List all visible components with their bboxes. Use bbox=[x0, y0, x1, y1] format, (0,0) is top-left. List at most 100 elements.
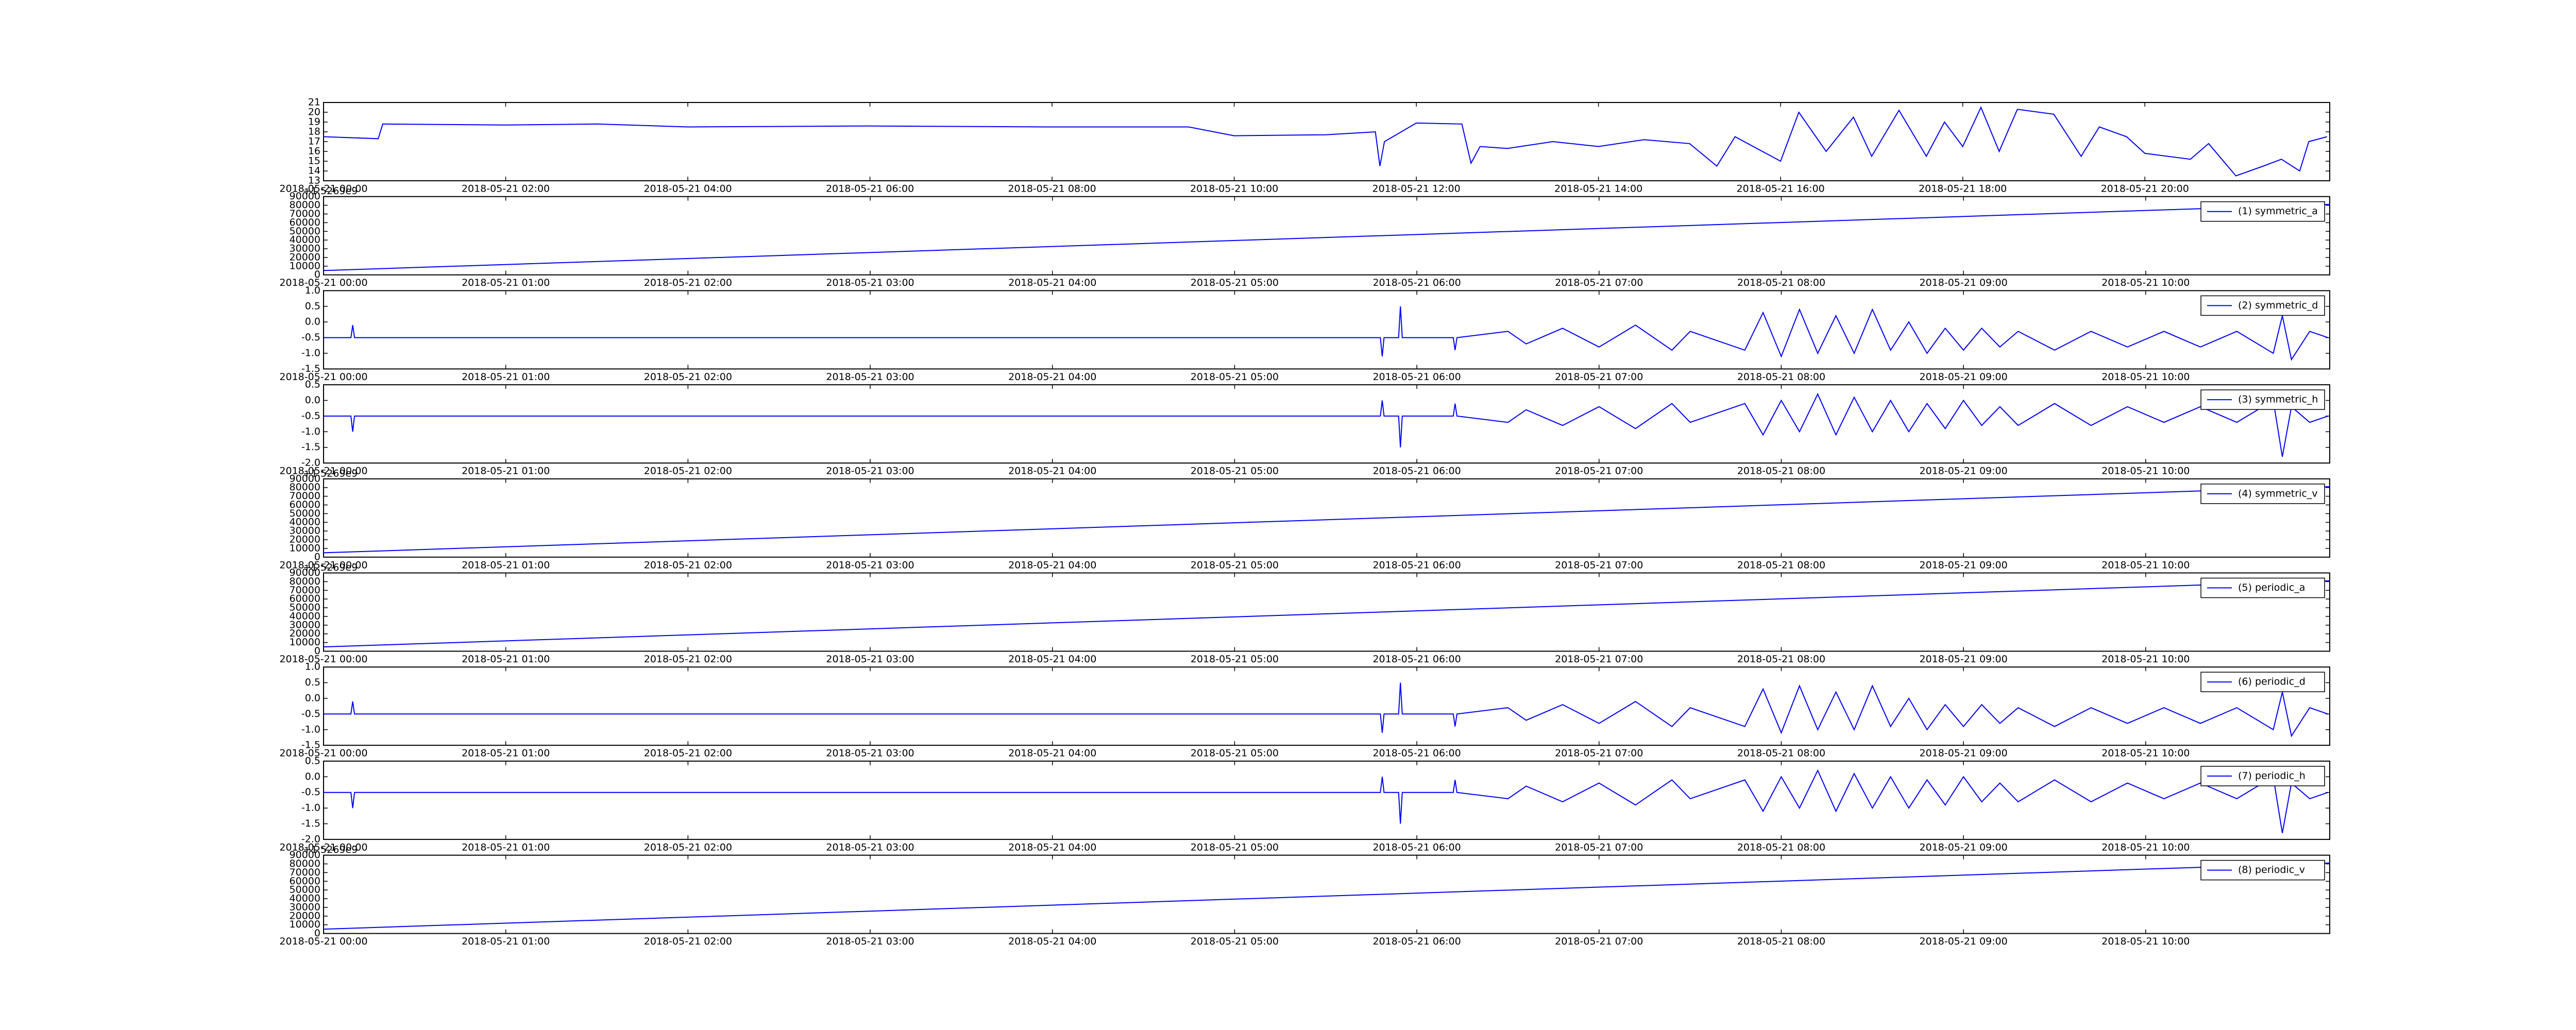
x-tick-label: 2018-05-21 05:00 bbox=[1191, 277, 1279, 288]
y-tick-label: 90000 bbox=[290, 191, 320, 202]
x-tick-label: 2018-05-21 02:00 bbox=[462, 183, 550, 195]
x-tick-label: 2018-05-21 01:00 bbox=[462, 654, 550, 665]
x-tick-label: 2018-05-21 00:00 bbox=[279, 371, 367, 383]
y-tick-label: 1.0 bbox=[305, 661, 320, 673]
y-tick-label: 0 bbox=[314, 928, 320, 939]
offset-text: +1.5269e9 bbox=[303, 468, 358, 479]
x-tick-label: 2018-05-21 07:00 bbox=[1555, 559, 1643, 571]
x-tick-label: 2018-05-21 05:00 bbox=[1191, 748, 1279, 759]
x-tick-label: 2018-05-21 08:00 bbox=[1737, 277, 1825, 288]
y-tick-label: 50000 bbox=[290, 226, 320, 237]
x-tick-label: 2018-05-21 00:00 bbox=[279, 183, 367, 195]
x-tick-label: 2018-05-21 02:00 bbox=[644, 936, 732, 947]
y-tick-label: 80000 bbox=[290, 858, 320, 869]
x-tick-label: 2018-05-21 09:00 bbox=[1919, 559, 2007, 571]
x-tick-label: 2018-05-21 06:00 bbox=[1372, 466, 1461, 477]
x-tick-label: 2018-05-21 06:00 bbox=[1372, 559, 1461, 571]
y-tick-label: 15 bbox=[308, 156, 320, 167]
x-tick-label: 2018-05-21 10:00 bbox=[2102, 936, 2190, 947]
y-tick-label: 40000 bbox=[290, 234, 320, 246]
y-tick-label: 40000 bbox=[290, 517, 320, 528]
x-tick-label: 2018-05-21 02:00 bbox=[644, 371, 732, 383]
x-tick-label: 2018-05-21 06:00 bbox=[1372, 277, 1461, 288]
x-tick-label: 2018-05-21 08:00 bbox=[1737, 654, 1825, 665]
y-tick-label: 0 bbox=[314, 645, 320, 657]
y-tick-label: 1.0 bbox=[305, 285, 320, 296]
x-tick-label: 2018-05-21 07:00 bbox=[1555, 277, 1643, 288]
y-tick-label: -1.0 bbox=[301, 348, 320, 359]
y-tick-label: 19 bbox=[308, 116, 320, 128]
plot-frame bbox=[323, 572, 2330, 652]
series-line bbox=[323, 203, 2330, 271]
x-tick-label: 2018-05-21 02:00 bbox=[644, 277, 732, 288]
y-tick-label: 0.0 bbox=[305, 771, 320, 782]
x-tick-label: 2018-05-21 06:00 bbox=[1372, 748, 1461, 759]
x-tick-label: 2018-05-21 00:00 bbox=[279, 654, 367, 665]
x-tick-label: 2018-05-21 10:00 bbox=[1190, 183, 1278, 195]
x-tick-label: 2018-05-21 16:00 bbox=[1737, 183, 1825, 195]
y-tick-label: 20 bbox=[308, 107, 320, 118]
x-tick-label: 2018-05-21 02:00 bbox=[644, 654, 732, 665]
y-tick-label: -1.5 bbox=[301, 818, 320, 829]
plot-frame bbox=[323, 102, 2330, 181]
x-tick-label: 2018-05-21 05:00 bbox=[1191, 654, 1279, 665]
y-tick-label: 60000 bbox=[290, 217, 320, 228]
legend-label: (4) symmetric_v bbox=[2238, 488, 2318, 499]
x-tick-label: 2018-05-21 10:00 bbox=[2102, 277, 2190, 288]
x-tick-label: 2018-05-21 00:00 bbox=[279, 748, 367, 759]
x-tick-label: 2018-05-21 09:00 bbox=[1919, 842, 2007, 853]
x-tick-label: 2018-05-21 08:00 bbox=[1737, 371, 1825, 383]
x-tick-label: 2018-05-21 05:00 bbox=[1191, 559, 1279, 571]
x-tick-label: 2018-05-21 01:00 bbox=[462, 277, 550, 288]
y-tick-label: 17 bbox=[308, 136, 320, 147]
y-tick-label: 60000 bbox=[290, 499, 320, 510]
legend-label: (7) periodic_h bbox=[2238, 770, 2306, 781]
y-tick-label: -2.0 bbox=[301, 833, 320, 845]
plot-frame bbox=[323, 760, 2330, 840]
y-tick-label: 0.0 bbox=[305, 394, 320, 406]
legend-label: (1) symmetric_a bbox=[2238, 205, 2318, 217]
plot-frame bbox=[323, 666, 2330, 746]
y-tick-label: -2.0 bbox=[301, 457, 320, 469]
x-tick-label: 2018-05-21 07:00 bbox=[1555, 748, 1643, 759]
x-tick-label: 2018-05-21 03:00 bbox=[826, 277, 914, 288]
plot-frame bbox=[323, 478, 2330, 558]
y-tick-label: -1.5 bbox=[301, 363, 320, 374]
x-tick-label: 2018-05-21 10:00 bbox=[2102, 559, 2190, 571]
y-tick-label: 10000 bbox=[290, 919, 320, 930]
x-tick-label: 2018-05-21 05:00 bbox=[1191, 371, 1279, 383]
x-tick-label: 2018-05-21 04:00 bbox=[1008, 654, 1096, 665]
y-tick-label: 14 bbox=[308, 165, 320, 177]
x-tick-label: 2018-05-21 05:00 bbox=[1191, 936, 1279, 947]
x-tick-label: 2018-05-21 06:00 bbox=[1372, 371, 1461, 383]
y-tick-label: 13 bbox=[308, 175, 320, 186]
x-tick-label: 2018-05-21 09:00 bbox=[1919, 277, 2007, 288]
x-tick-label: 2018-05-21 06:00 bbox=[1372, 936, 1461, 947]
x-tick-label: 2018-05-21 04:00 bbox=[1008, 936, 1096, 947]
x-tick-label: 2018-05-21 04:00 bbox=[1008, 748, 1096, 759]
x-tick-label: 2018-05-21 20:00 bbox=[2101, 183, 2189, 195]
y-tick-label: 40000 bbox=[290, 893, 320, 904]
x-tick-label: 2018-05-21 09:00 bbox=[1919, 466, 2007, 477]
x-tick-label: 2018-05-21 02:00 bbox=[644, 466, 732, 477]
y-tick-label: 0.5 bbox=[305, 300, 320, 312]
y-tick-label: 70000 bbox=[290, 490, 320, 502]
offset-text: +1.5269e9 bbox=[303, 844, 358, 855]
y-tick-label: 90000 bbox=[290, 567, 320, 578]
x-tick-label: 2018-05-21 12:00 bbox=[1372, 183, 1460, 195]
y-tick-label: 10000 bbox=[290, 542, 320, 554]
x-tick-label: 2018-05-21 07:00 bbox=[1555, 842, 1643, 853]
y-tick-label: 90000 bbox=[290, 849, 320, 861]
y-tick-label: -1.0 bbox=[301, 802, 320, 814]
x-tick-label: 2018-05-21 10:00 bbox=[2102, 654, 2190, 665]
y-tick-label: 50000 bbox=[290, 884, 320, 896]
y-tick-label: 30000 bbox=[290, 243, 320, 254]
y-tick-label: 0.5 bbox=[305, 755, 320, 766]
legend-label: (3) symmetric_h bbox=[2238, 394, 2318, 405]
y-tick-label: 30000 bbox=[290, 901, 320, 913]
series-line bbox=[323, 486, 2330, 554]
y-tick-label: 70000 bbox=[290, 585, 320, 596]
plot-frame bbox=[323, 854, 2330, 934]
y-tick-label: 20000 bbox=[290, 628, 320, 639]
